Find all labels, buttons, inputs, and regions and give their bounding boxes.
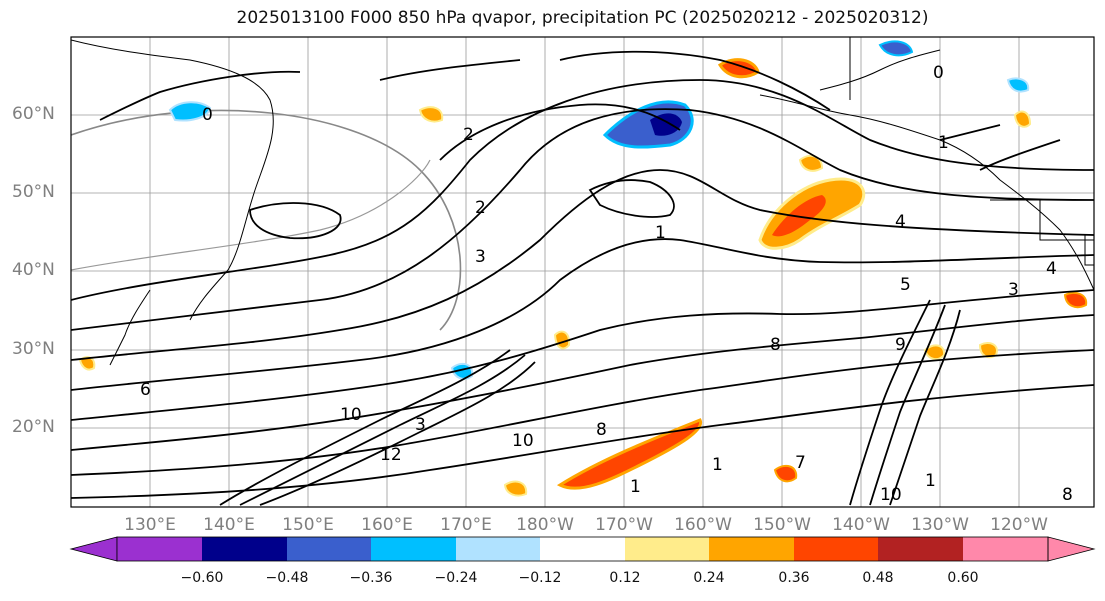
contour-label: 12	[380, 445, 402, 465]
contour-label: 10	[340, 405, 362, 425]
lon-label: 130°E	[124, 515, 176, 535]
patch-red-core	[772, 195, 826, 237]
patch-orange-np	[418, 106, 444, 123]
contour-label: 1	[630, 477, 641, 497]
colorbar-bin	[625, 537, 709, 561]
contour-label: 9	[895, 335, 906, 355]
contour-label: 8	[1062, 485, 1073, 505]
contour-label: 0	[933, 63, 944, 83]
colorbar-tick-label: −0.60	[180, 570, 224, 586]
patch-orange-bl	[503, 480, 528, 497]
patch-orange-se1	[923, 344, 946, 361]
colorbar-tick-label: 0.36	[778, 570, 810, 586]
patch-orange-wp	[78, 356, 96, 371]
patch-blue-bering	[602, 100, 694, 149]
patch-orange-se3	[1063, 291, 1088, 309]
colorbar-high-arrow	[1047, 536, 1096, 562]
contour-label: 4	[895, 212, 906, 232]
colorbar-tick-label: −0.24	[434, 570, 478, 586]
lon-label: 130°W	[911, 515, 969, 535]
colorbar-bin	[963, 537, 1048, 561]
colorbar-bin	[456, 537, 540, 561]
coastlines	[71, 37, 1094, 366]
contour-label: 3	[1008, 280, 1019, 300]
contour-label: 3	[415, 415, 426, 435]
precip-patches	[78, 40, 1088, 497]
colorbar-low-arrow	[69, 536, 118, 562]
contour-label-layer: 2 1 0 0 2 3 1 3 4 5 8 9 10 7 6 8 1 1 3 4…	[140, 63, 1073, 505]
colorbar-bin	[540, 537, 625, 561]
contour-label: 1	[655, 223, 666, 243]
qvapor-contours	[71, 50, 1094, 506]
lat-label: 50°N	[12, 182, 55, 202]
colorbar-tick-label: −0.12	[518, 570, 562, 586]
contour-label: 3	[475, 247, 486, 267]
patch-cyan-kam	[168, 101, 212, 122]
lon-label: 170°W	[595, 515, 653, 535]
lon-label: 140°W	[832, 515, 890, 535]
lon-label: 160°E	[361, 515, 413, 535]
colorbar-frame	[116, 536, 1049, 562]
contour-label: 10	[880, 485, 902, 505]
colorbar-bin	[287, 537, 371, 561]
colorbar-tick-label: 0.12	[609, 570, 641, 586]
patch-orange-ne	[1013, 110, 1032, 128]
map-border	[70, 36, 1095, 508]
patch-orange-band	[556, 418, 703, 490]
colorbar-bin	[202, 537, 287, 561]
patch-darkblue-bering	[650, 113, 682, 136]
colorbar-tick-label: −0.48	[265, 570, 309, 586]
lon-label: 150°W	[753, 515, 811, 535]
contour-label: 1	[712, 455, 723, 475]
patch-orange-bottom	[773, 464, 798, 483]
lon-label: 160°W	[674, 515, 732, 535]
contour-label: 4	[1046, 259, 1057, 279]
patch-blue-mid	[450, 362, 474, 380]
lon-label: 180°W	[516, 515, 574, 535]
contour-label: 2	[475, 198, 486, 218]
lat-label: 60°N	[12, 104, 55, 124]
region-outline-2	[71, 159, 431, 271]
lat-label: 40°N	[12, 260, 55, 280]
colorbar-bin	[371, 537, 456, 561]
colorbar	[69, 536, 1096, 562]
lat-label: 20°N	[12, 417, 55, 437]
contour-label: 8	[770, 335, 781, 355]
patch-blue-top	[878, 40, 914, 57]
lon-label: 140°E	[203, 515, 255, 535]
lon-label: 120°W	[990, 515, 1048, 535]
contour-label: 5	[900, 275, 911, 295]
colorbar-tick-label: 0.24	[693, 570, 725, 586]
figure-title: 2025013100 F000 850 hPa qvapor, precipit…	[236, 8, 929, 28]
colorbar-bin	[878, 537, 963, 561]
contour-label: 7	[795, 453, 806, 473]
colorbar-bin	[794, 537, 878, 561]
patch-orange-ak	[798, 154, 824, 172]
contour-label: 1	[938, 133, 949, 153]
lon-label: 170°E	[440, 515, 492, 535]
colorbar-tick-label: −0.36	[349, 570, 393, 586]
contour-label: 8	[596, 420, 607, 440]
contour-label: 1	[925, 471, 936, 491]
colorbar-bin	[709, 537, 794, 561]
contour-label: 0	[202, 105, 213, 125]
contour-label: 6	[140, 380, 151, 400]
lon-label: 150°E	[282, 515, 334, 535]
colorbar-bin	[117, 537, 202, 561]
colorbar-tick-label: 0.60	[947, 570, 979, 586]
colorbar-tick-label: 0.48	[862, 570, 894, 586]
patch-blue-ne	[1006, 77, 1030, 93]
lat-label: 30°N	[12, 339, 55, 359]
contour-label: 10	[512, 431, 534, 451]
contour-label: 2	[463, 125, 474, 145]
